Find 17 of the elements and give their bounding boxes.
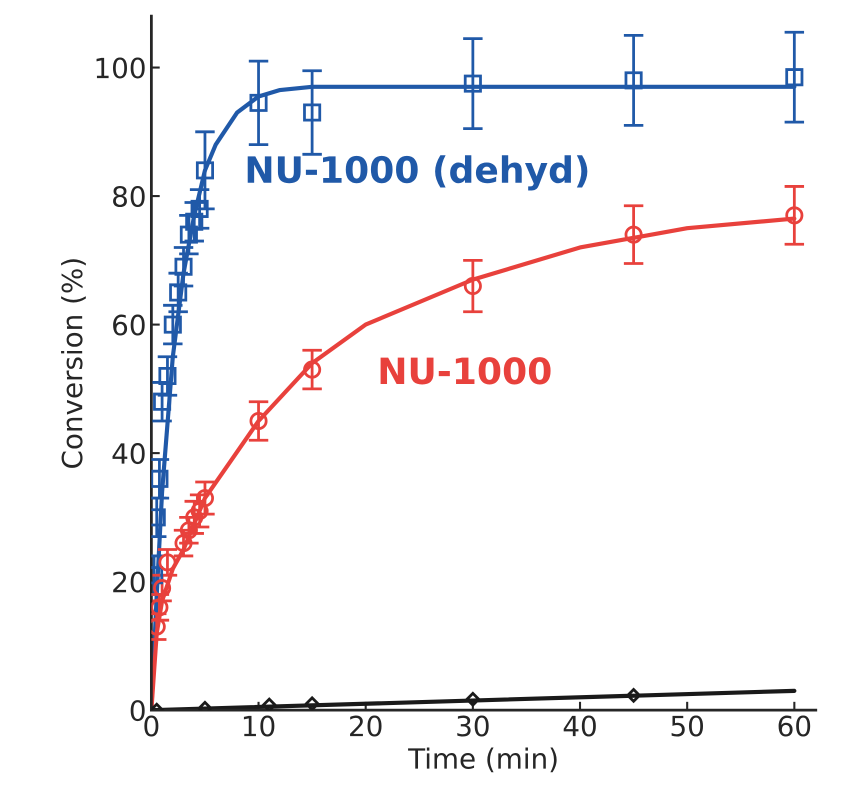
y-tick-label: 60 — [113, 314, 145, 336]
series-label: NU-1000 (dehyd) — [248, 155, 588, 190]
x-tick-label: 50 — [672, 716, 704, 737]
x-tick-label: 20 — [350, 716, 382, 737]
x-axis-title: Time (min) — [408, 747, 557, 772]
y-tick-label: 80 — [113, 186, 145, 208]
y-tick-label: 0 — [130, 700, 145, 722]
y-tick-label: 100 — [96, 57, 145, 78]
y-tick-label: 40 — [112, 443, 145, 464]
x-tick-label: 0 — [144, 716, 158, 737]
x-tick-label: 60 — [778, 716, 810, 737]
x-tick-label: 10 — [244, 716, 274, 737]
y-axis-title: Conversion (%) — [61, 259, 86, 468]
x-tick-label: 40 — [564, 716, 596, 737]
x-tick-label: 30 — [457, 716, 489, 737]
series-label: NU-1000 — [380, 357, 551, 384]
y-tick-label: 20 — [113, 572, 145, 593]
